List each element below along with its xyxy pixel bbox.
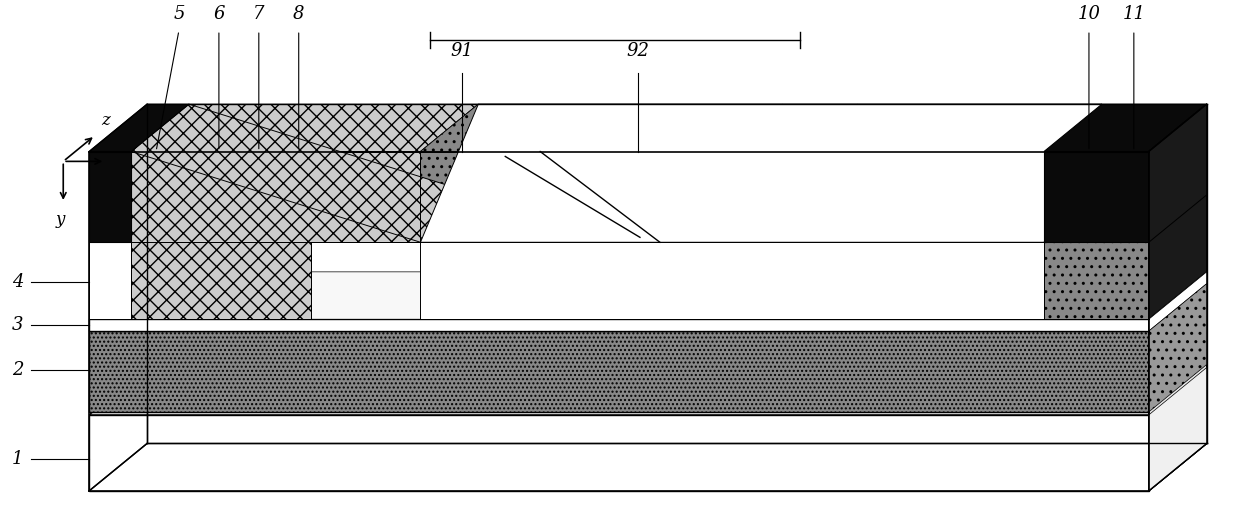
Polygon shape xyxy=(799,104,1101,151)
Bar xyxy=(131,242,311,319)
Text: x: x xyxy=(109,153,119,170)
Bar xyxy=(89,319,1149,331)
Bar xyxy=(420,151,1044,242)
Polygon shape xyxy=(420,104,783,151)
Polygon shape xyxy=(1149,272,1207,331)
Polygon shape xyxy=(420,104,857,151)
Polygon shape xyxy=(1149,104,1207,491)
Text: 10: 10 xyxy=(1078,5,1100,23)
Bar xyxy=(420,242,1044,319)
Polygon shape xyxy=(1149,367,1207,491)
Bar xyxy=(89,331,1149,412)
Text: z: z xyxy=(100,112,110,129)
Text: 7: 7 xyxy=(253,5,265,23)
Text: 11: 11 xyxy=(1123,5,1145,23)
Polygon shape xyxy=(131,104,478,242)
Polygon shape xyxy=(1149,283,1207,412)
Bar xyxy=(1044,242,1149,319)
Polygon shape xyxy=(1044,104,1207,151)
Polygon shape xyxy=(1149,104,1207,242)
Polygon shape xyxy=(1149,367,1207,491)
Text: 1: 1 xyxy=(12,450,24,468)
Polygon shape xyxy=(89,283,1207,331)
Text: 91: 91 xyxy=(451,42,473,60)
Polygon shape xyxy=(131,104,478,151)
Polygon shape xyxy=(420,195,1101,242)
Polygon shape xyxy=(1149,283,1207,412)
Bar xyxy=(89,151,131,242)
Bar xyxy=(89,415,1149,491)
Bar xyxy=(89,242,131,319)
Polygon shape xyxy=(1149,104,1207,491)
Text: 8: 8 xyxy=(292,5,305,23)
Text: 4: 4 xyxy=(12,273,24,291)
Polygon shape xyxy=(1149,104,1207,319)
Polygon shape xyxy=(1149,104,1207,319)
Polygon shape xyxy=(89,272,1207,319)
Polygon shape xyxy=(89,367,1207,415)
Bar xyxy=(131,151,420,242)
Text: 92: 92 xyxy=(627,42,649,60)
Polygon shape xyxy=(420,104,1101,242)
Text: 2: 2 xyxy=(12,362,24,379)
Polygon shape xyxy=(725,104,1101,151)
Bar xyxy=(1044,151,1149,242)
Text: 5: 5 xyxy=(173,5,185,23)
Polygon shape xyxy=(89,104,190,151)
Text: 6: 6 xyxy=(213,5,224,23)
Polygon shape xyxy=(1149,272,1207,331)
Text: 3: 3 xyxy=(12,316,24,334)
Polygon shape xyxy=(1149,272,1207,319)
Text: y: y xyxy=(56,211,64,228)
